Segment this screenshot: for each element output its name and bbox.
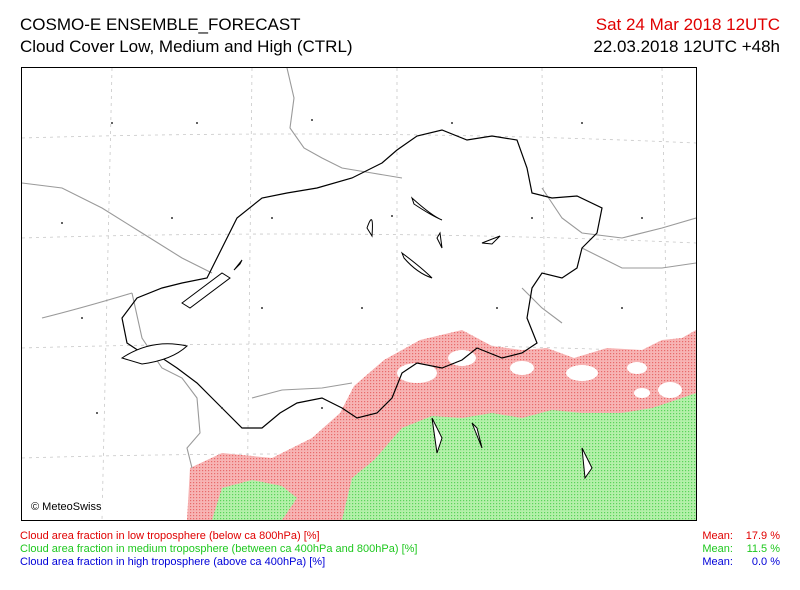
legend-row-high: Cloud area fraction in high troposphere … [20, 556, 780, 569]
mean-label-medium: Mean: [702, 543, 733, 555]
clear-patches [397, 350, 682, 398]
model-title: COSMO-E ENSEMBLE_FORECAST [20, 15, 301, 34]
legend-label-low: Cloud area fraction in low troposphere (… [20, 530, 320, 542]
mean-label-low: Mean: [702, 530, 733, 542]
medium-cloud-area [212, 393, 696, 520]
swiss-border [121, 129, 603, 429]
run-info: 22.03.2018 12UTC +48h [593, 37, 780, 56]
mean-label-high: Mean: [702, 556, 733, 568]
legend-label-medium: Cloud area fraction in medium tropospher… [20, 543, 418, 555]
legend-label-high: Cloud area fraction in high troposphere … [20, 556, 326, 568]
mean-value-medium: 11.5 % [746, 543, 780, 555]
grid-points [61, 119, 643, 414]
time-block: Sat 24 Mar 2018 12UTC 22.03.2018 12UTC +… [593, 14, 780, 58]
product-title: Cloud Cover Low, Medium and High (CTRL) [20, 37, 353, 56]
legend-row-low: Cloud area fraction in low troposphere (… [20, 530, 780, 543]
lakes [120, 196, 593, 480]
mean-low: Mean: 17.9 % [702, 530, 780, 543]
legend: Cloud area fraction in low troposphere (… [20, 530, 780, 569]
mean-medium: Mean: 11.5 % [702, 543, 780, 556]
title-block: COSMO-E ENSEMBLE_FORECAST Cloud Cover Lo… [20, 14, 353, 58]
forecast-map[interactable]: © MeteoSwiss [21, 67, 697, 521]
mean-high: Mean: 0.0 % [702, 556, 780, 569]
copyright-label: © MeteoSwiss [28, 500, 105, 514]
legend-row-medium: Cloud area fraction in medium tropospher… [20, 543, 780, 556]
mean-value-high: 0.0 % [751, 556, 780, 568]
mean-value-low: 17.9 % [745, 530, 780, 542]
valid-time: Sat 24 Mar 2018 12UTC [595, 15, 780, 34]
map-canvas [22, 68, 696, 520]
country-borders [22, 68, 696, 469]
